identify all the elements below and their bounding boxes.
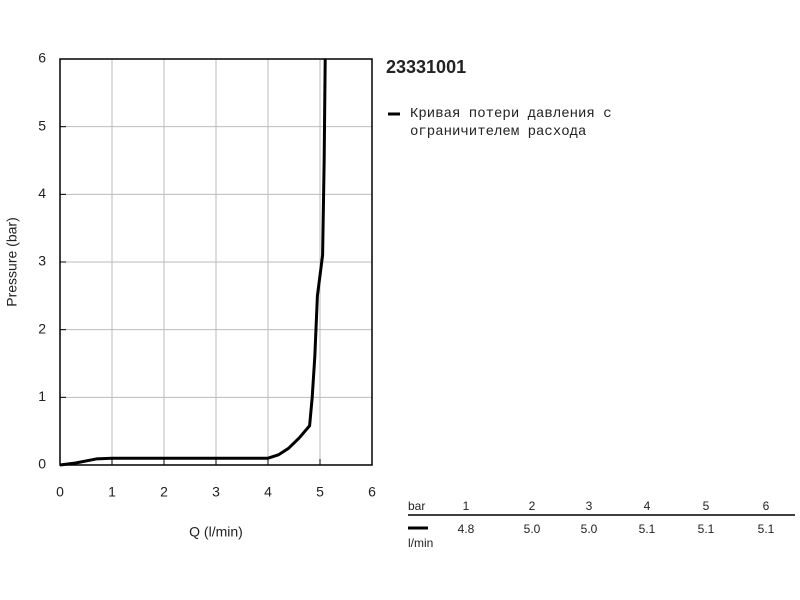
- plot-frame: [59, 58, 373, 466]
- data-line: [59, 58, 327, 467]
- x-tick-label: 6: [368, 484, 376, 500]
- y-tick-label: 3: [38, 253, 46, 269]
- x-tick-label: 0: [56, 484, 64, 500]
- y-tick-label: 0: [38, 456, 46, 472]
- y-tick-label: 1: [38, 388, 46, 404]
- table-unit: l/min: [408, 536, 433, 550]
- y-tick-label: 6: [38, 50, 46, 66]
- table-header: 3: [586, 499, 593, 513]
- y-tick-label: 5: [38, 117, 46, 133]
- table-value: 5.0: [581, 522, 598, 536]
- table-header: 4: [644, 499, 651, 513]
- legend-label: Кривая потери давления с ограничителем р…: [410, 106, 612, 140]
- x-tick-label: 5: [316, 484, 324, 500]
- table-value: 5.1: [639, 522, 656, 536]
- table-header: 1: [463, 499, 470, 513]
- x-tick-label: 2: [160, 484, 168, 500]
- chart-title: 23331001: [386, 57, 466, 77]
- table-header: 6: [763, 499, 770, 513]
- x-tick-label: 3: [212, 484, 220, 500]
- x-tick-label: 4: [264, 484, 272, 500]
- table-header: bar: [408, 499, 425, 513]
- table-header: 5: [703, 499, 710, 513]
- table-value: 5.1: [698, 522, 715, 536]
- x-axis-label: Q (l/min): [189, 524, 243, 540]
- table-value: 5.1: [758, 522, 775, 536]
- y-tick-label: 4: [38, 185, 46, 201]
- table-value: 4.8: [458, 522, 475, 536]
- x-tick-label: 1: [108, 484, 116, 500]
- table-value: 5.0: [524, 522, 541, 536]
- y-tick-label: 2: [38, 320, 46, 336]
- table-header: 2: [529, 499, 536, 513]
- y-axis-label: Pressure (bar): [4, 217, 20, 306]
